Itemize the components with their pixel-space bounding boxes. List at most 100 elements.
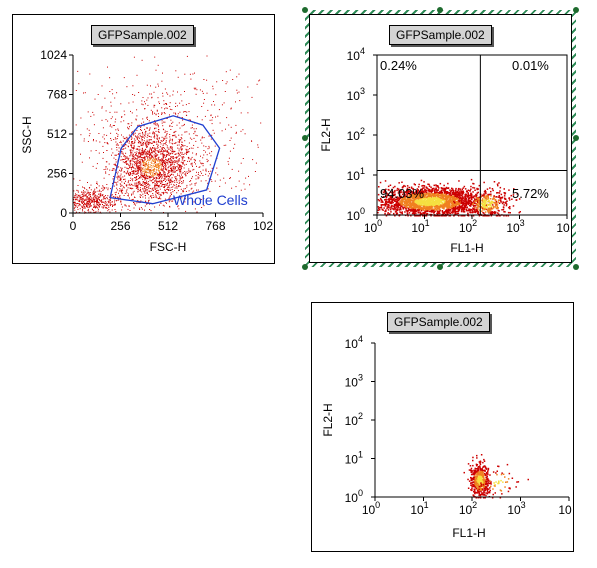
event-dot bbox=[238, 73, 240, 75]
event-dot bbox=[418, 209, 420, 211]
event-dot bbox=[161, 168, 163, 170]
event-dot bbox=[186, 146, 188, 148]
event-dot bbox=[115, 129, 117, 131]
event-dot bbox=[174, 170, 176, 172]
event-dot bbox=[169, 134, 171, 135]
event-dot bbox=[139, 176, 141, 178]
event-dot bbox=[177, 76, 179, 78]
event-dot bbox=[138, 202, 140, 204]
event-dot bbox=[82, 201, 84, 203]
event-dot bbox=[413, 205, 415, 207]
event-dot bbox=[208, 147, 210, 149]
event-dot bbox=[178, 168, 180, 170]
event-dot bbox=[153, 151, 155, 153]
event-dot bbox=[99, 192, 101, 194]
event-dot bbox=[132, 163, 134, 165]
event-dot bbox=[89, 193, 91, 195]
selection-frame[interactable]: 0.24% 0.01% 94.03% 5.72% 100 101 102 103 10 1… bbox=[305, 10, 576, 267]
event-dot bbox=[169, 189, 171, 191]
event-dot bbox=[158, 165, 160, 167]
event-dot bbox=[158, 160, 160, 162]
sample-tab[interactable]: GFPSample.002 bbox=[91, 25, 194, 45]
plot-window-fl1-fl2-gated[interactable]: 0.24% 0.01% 94.03% 5.72% 100 101 102 103 10 1… bbox=[309, 14, 572, 263]
event-dot bbox=[177, 167, 179, 169]
event-dot bbox=[421, 202, 423, 204]
event-dot bbox=[387, 206, 390, 209]
event-dot bbox=[436, 191, 438, 193]
event-dot bbox=[168, 155, 170, 156]
event-dot bbox=[403, 195, 405, 197]
event-dot bbox=[147, 169, 149, 171]
event-dot bbox=[155, 127, 157, 129]
event-dot bbox=[102, 145, 104, 147]
event-dot bbox=[137, 124, 139, 126]
fsc-ssc-dot-plot[interactable]: Whole Cells 0 256 512 768 10202565127681024 … bbox=[13, 15, 274, 263]
fl1-fl2-quadrant-plot[interactable]: 0.24% 0.01% 94.03% 5.72% 100 101 102 103 101… bbox=[310, 15, 571, 262]
event-dot bbox=[137, 170, 139, 172]
event-dot bbox=[138, 168, 140, 170]
event-dot bbox=[179, 172, 181, 174]
event-dot bbox=[147, 168, 149, 170]
event-dot bbox=[155, 166, 156, 168]
event-dot bbox=[76, 197, 78, 199]
event-dot bbox=[420, 179, 423, 182]
event-dot bbox=[133, 203, 135, 205]
event-dot bbox=[393, 208, 395, 211]
event-dot bbox=[154, 184, 156, 186]
event-dot bbox=[389, 213, 391, 215]
event-dot bbox=[149, 184, 151, 186]
event-dot bbox=[437, 194, 440, 197]
event-dot bbox=[168, 175, 170, 177]
event-dot bbox=[165, 168, 167, 170]
whole-cells-gate[interactable] bbox=[109, 115, 221, 205]
event-dot bbox=[125, 161, 127, 163]
event-dot bbox=[180, 137, 182, 138]
event-dot bbox=[148, 151, 150, 153]
event-dot bbox=[425, 209, 428, 212]
event-dot bbox=[107, 210, 109, 212]
event-dot bbox=[111, 194, 113, 196]
event-dot bbox=[152, 159, 154, 161]
event-dot bbox=[233, 147, 235, 149]
event-dot bbox=[170, 147, 172, 149]
event-dot bbox=[483, 195, 485, 197]
event-dot bbox=[88, 202, 90, 204]
event-dot bbox=[145, 175, 147, 176]
event-dot bbox=[135, 119, 137, 121]
event-dot bbox=[419, 215, 421, 217]
event-dot bbox=[140, 136, 142, 138]
event-dot bbox=[416, 193, 419, 195]
event-dot bbox=[447, 208, 450, 211]
event-dot bbox=[185, 163, 187, 165]
event-dot bbox=[186, 184, 188, 186]
event-dot bbox=[121, 144, 123, 146]
event-dot bbox=[232, 79, 234, 80]
event-dot bbox=[400, 189, 402, 192]
event-dot bbox=[181, 177, 183, 179]
event-dot bbox=[83, 200, 85, 202]
event-dot bbox=[165, 164, 167, 166]
plot-window-fsc-ssc[interactable]: Whole Cells 0 256 512 768 102 0 256 512 768 1024 … bbox=[12, 14, 275, 264]
event-dot bbox=[127, 128, 129, 130]
event-dot bbox=[76, 194, 78, 196]
event-dot bbox=[120, 159, 122, 161]
event-dot bbox=[460, 191, 462, 193]
event-dot bbox=[144, 168, 146, 170]
event-dot bbox=[177, 186, 179, 188]
event-dot bbox=[402, 196, 404, 199]
event-dot bbox=[158, 170, 160, 172]
fsc-ssc-dots bbox=[73, 55, 262, 214]
event-dot bbox=[95, 150, 97, 151]
event-dot bbox=[421, 192, 424, 194]
event-dot bbox=[88, 199, 90, 201]
event-dot bbox=[458, 201, 460, 204]
event-dot bbox=[172, 200, 174, 202]
event-dot bbox=[423, 187, 425, 189]
event-dot bbox=[443, 187, 446, 190]
event-dot bbox=[145, 197, 146, 199]
event-dot bbox=[163, 147, 164, 149]
event-dot bbox=[129, 161, 131, 163]
event-dot bbox=[439, 182, 442, 185]
event-dot bbox=[130, 188, 132, 189]
event-dot bbox=[455, 187, 457, 190]
